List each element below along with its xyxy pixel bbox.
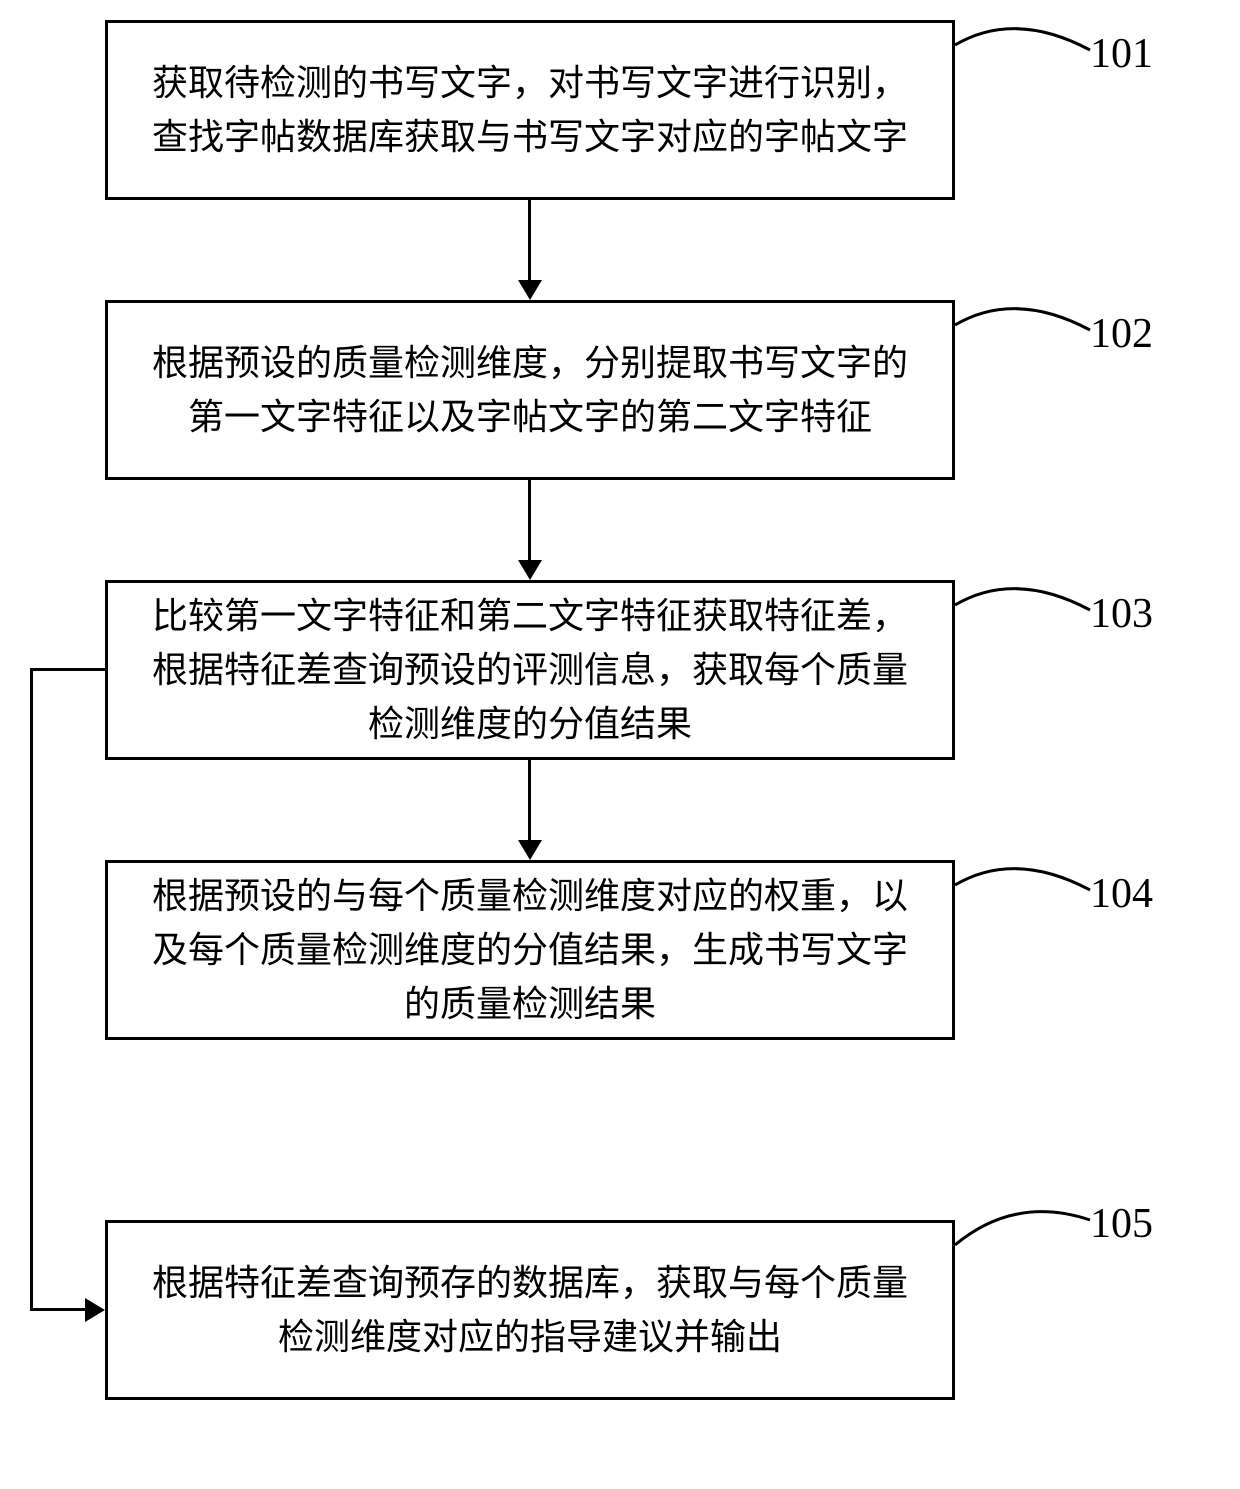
flow-node-step4-text: 根据预设的与每个质量检测维度对应的权重，以及每个质量检测维度的分值结果，生成书写… xyxy=(138,869,922,1031)
flow-node-step3-text: 比较第一文字特征和第二文字特征获取特征差，根据特征差查询预设的评测信息，获取每个… xyxy=(138,589,922,751)
flow-label-step2: 102 xyxy=(1090,310,1153,358)
leader-curve-1 xyxy=(955,20,1095,80)
connector-2-3 xyxy=(528,480,531,560)
leader-curve-5 xyxy=(955,1200,1095,1260)
connector-3-4 xyxy=(528,760,531,840)
flow-label-step3: 103 xyxy=(1090,590,1153,638)
leader-curve-2 xyxy=(955,300,1095,360)
flow-node-step4: 根据预设的与每个质量检测维度对应的权重，以及每个质量检测维度的分值结果，生成书写… xyxy=(105,860,955,1040)
flow-node-step2: 根据预设的质量检测维度，分别提取书写文字的第一文字特征以及字帖文字的第二文字特征 xyxy=(105,300,955,480)
leader-curve-4 xyxy=(955,860,1095,920)
connector-3-5-v xyxy=(30,668,33,1310)
flow-node-step1-text: 获取待检测的书写文字，对书写文字进行识别，查找字帖数据库获取与书写文字对应的字帖… xyxy=(138,56,922,164)
flow-node-step5-text: 根据特征差查询预存的数据库，获取与每个质量检测维度对应的指导建议并输出 xyxy=(138,1256,922,1364)
flow-node-step5: 根据特征差查询预存的数据库，获取与每个质量检测维度对应的指导建议并输出 xyxy=(105,1220,955,1400)
connector-3-5-h2 xyxy=(30,1308,85,1311)
flow-label-step1: 101 xyxy=(1090,30,1153,78)
connector-1-2 xyxy=(528,200,531,280)
arrow-2-3 xyxy=(518,560,542,580)
flow-node-step2-text: 根据预设的质量检测维度，分别提取书写文字的第一文字特征以及字帖文字的第二文字特征 xyxy=(138,336,922,444)
arrow-3-4 xyxy=(518,840,542,860)
connector-3-5-h1 xyxy=(30,668,105,671)
flow-label-step5: 105 xyxy=(1090,1200,1153,1248)
flowchart-container: 获取待检测的书写文字，对书写文字进行识别，查找字帖数据库获取与书写文字对应的字帖… xyxy=(0,0,1240,1489)
leader-curve-3 xyxy=(955,580,1095,640)
flow-node-step3: 比较第一文字特征和第二文字特征获取特征差，根据特征差查询预设的评测信息，获取每个… xyxy=(105,580,955,760)
arrow-3-5 xyxy=(85,1298,105,1322)
flow-label-step4: 104 xyxy=(1090,870,1153,918)
arrow-1-2 xyxy=(518,280,542,300)
flow-node-step1: 获取待检测的书写文字，对书写文字进行识别，查找字帖数据库获取与书写文字对应的字帖… xyxy=(105,20,955,200)
